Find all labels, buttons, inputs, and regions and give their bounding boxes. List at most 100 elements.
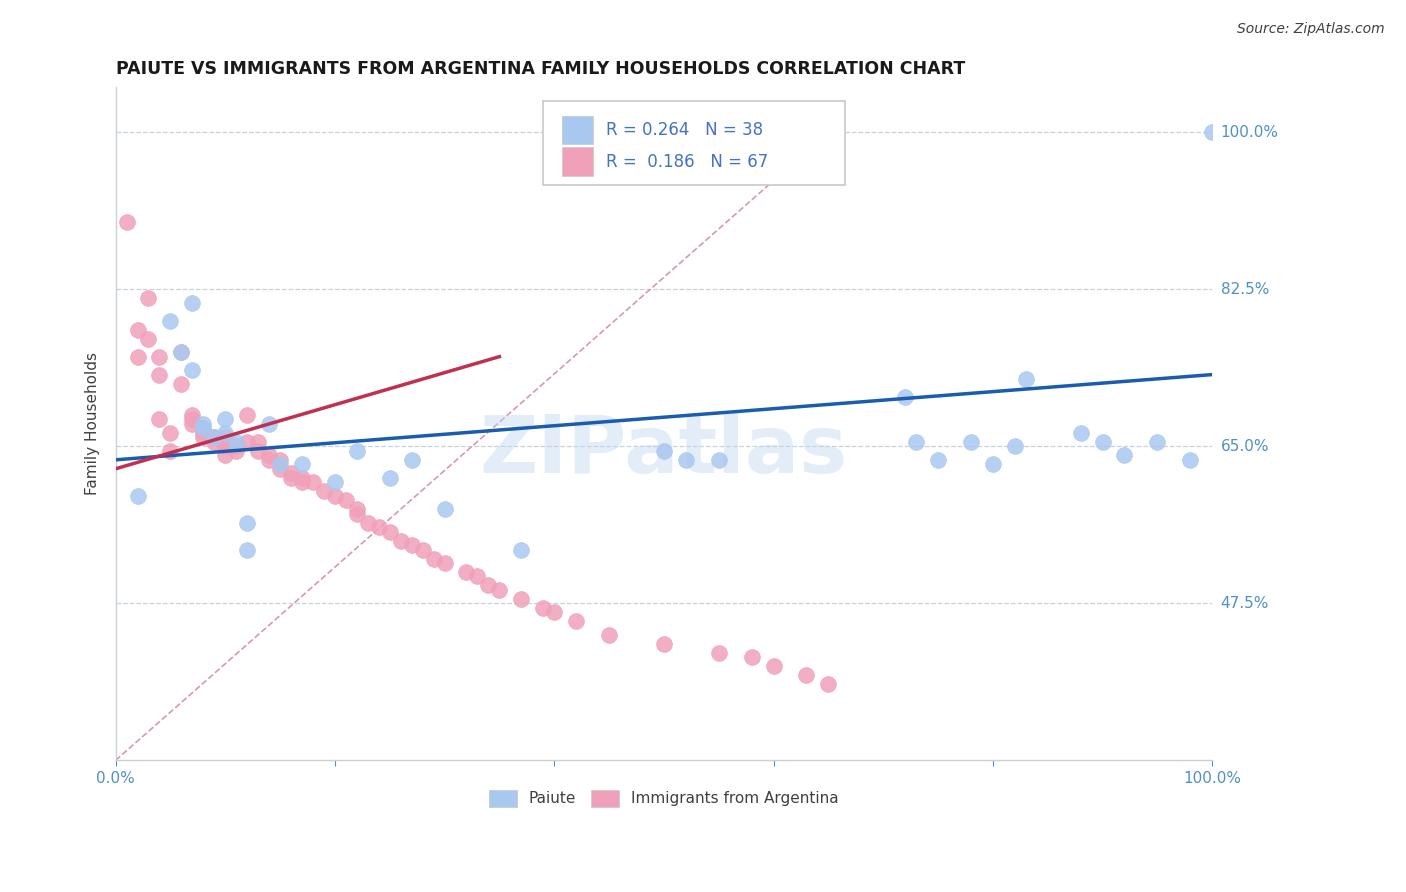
Point <box>335 493 357 508</box>
Point <box>214 430 236 444</box>
Point <box>707 452 730 467</box>
Point <box>269 458 291 472</box>
Point <box>467 569 489 583</box>
Point <box>312 484 335 499</box>
Point <box>894 390 917 404</box>
Point <box>302 475 325 490</box>
Point <box>598 628 620 642</box>
Point <box>652 443 675 458</box>
Point <box>193 430 215 444</box>
Point <box>796 668 818 682</box>
Point <box>346 502 368 516</box>
Point <box>291 471 314 485</box>
Point <box>214 448 236 462</box>
Text: 65.0%: 65.0% <box>1220 439 1270 454</box>
Text: Source: ZipAtlas.com: Source: ZipAtlas.com <box>1237 22 1385 37</box>
Text: R =  0.186   N = 67: R = 0.186 N = 67 <box>606 153 768 170</box>
Text: 47.5%: 47.5% <box>1220 596 1268 611</box>
Point <box>214 412 236 426</box>
Point <box>323 489 346 503</box>
Point <box>269 452 291 467</box>
Point <box>148 350 170 364</box>
Text: PAIUTE VS IMMIGRANTS FROM ARGENTINA FAMILY HOUSEHOLDS CORRELATION CHART: PAIUTE VS IMMIGRANTS FROM ARGENTINA FAMI… <box>115 60 965 78</box>
Point <box>148 368 170 382</box>
Point <box>510 542 533 557</box>
Point <box>367 520 389 534</box>
Point <box>170 345 193 359</box>
Point <box>193 421 215 435</box>
Point <box>389 533 412 548</box>
Point <box>422 551 444 566</box>
Legend: Paiute, Immigrants from Argentina: Paiute, Immigrants from Argentina <box>482 783 845 814</box>
Point <box>488 582 510 597</box>
Point <box>675 452 697 467</box>
Point <box>1070 425 1092 440</box>
Point <box>565 615 588 629</box>
Point <box>214 439 236 453</box>
Point <box>741 650 763 665</box>
Point <box>652 637 675 651</box>
Point <box>927 452 949 467</box>
Point <box>115 215 138 229</box>
Point <box>280 467 302 481</box>
Point <box>477 578 499 592</box>
Point <box>1180 452 1202 467</box>
Point <box>138 332 160 346</box>
Point <box>181 412 204 426</box>
Point <box>225 443 247 458</box>
Point <box>170 376 193 391</box>
Point <box>193 421 215 435</box>
Point <box>148 412 170 426</box>
Text: 82.5%: 82.5% <box>1220 282 1268 297</box>
Point <box>193 417 215 431</box>
Point <box>225 439 247 453</box>
Point <box>433 502 456 516</box>
Point <box>981 458 1004 472</box>
Point <box>960 434 983 449</box>
Point <box>323 475 346 490</box>
Point <box>236 542 259 557</box>
Point <box>127 323 149 337</box>
Point <box>510 591 533 606</box>
Point <box>401 452 423 467</box>
Point <box>280 471 302 485</box>
Point <box>1114 448 1136 462</box>
FancyBboxPatch shape <box>543 101 845 185</box>
Point <box>247 443 270 458</box>
Point <box>257 417 280 431</box>
Point <box>138 291 160 305</box>
Point <box>202 430 225 444</box>
Point <box>817 677 839 691</box>
Point <box>378 524 401 539</box>
Point <box>193 425 215 440</box>
FancyBboxPatch shape <box>562 116 592 144</box>
Point <box>181 417 204 431</box>
Y-axis label: Family Households: Family Households <box>86 352 100 495</box>
FancyBboxPatch shape <box>562 147 592 176</box>
Point <box>905 434 928 449</box>
Point <box>236 516 259 530</box>
Point <box>159 443 181 458</box>
Text: 100.0%: 100.0% <box>1220 125 1278 140</box>
Text: R = 0.264   N = 38: R = 0.264 N = 38 <box>606 121 763 139</box>
Point <box>214 434 236 449</box>
Point <box>1201 125 1223 139</box>
Point <box>346 507 368 521</box>
Point <box>357 516 380 530</box>
Point <box>433 556 456 570</box>
Point <box>378 471 401 485</box>
Point <box>291 475 314 490</box>
Point <box>202 430 225 444</box>
Point <box>269 462 291 476</box>
Point <box>1091 434 1114 449</box>
Point <box>225 434 247 449</box>
Point <box>127 350 149 364</box>
Point <box>214 425 236 440</box>
Text: ZIPatlas: ZIPatlas <box>479 412 848 490</box>
Point <box>159 314 181 328</box>
Point <box>707 646 730 660</box>
Point <box>170 345 193 359</box>
Point <box>543 605 565 619</box>
Point <box>291 458 314 472</box>
Point <box>1015 372 1038 386</box>
